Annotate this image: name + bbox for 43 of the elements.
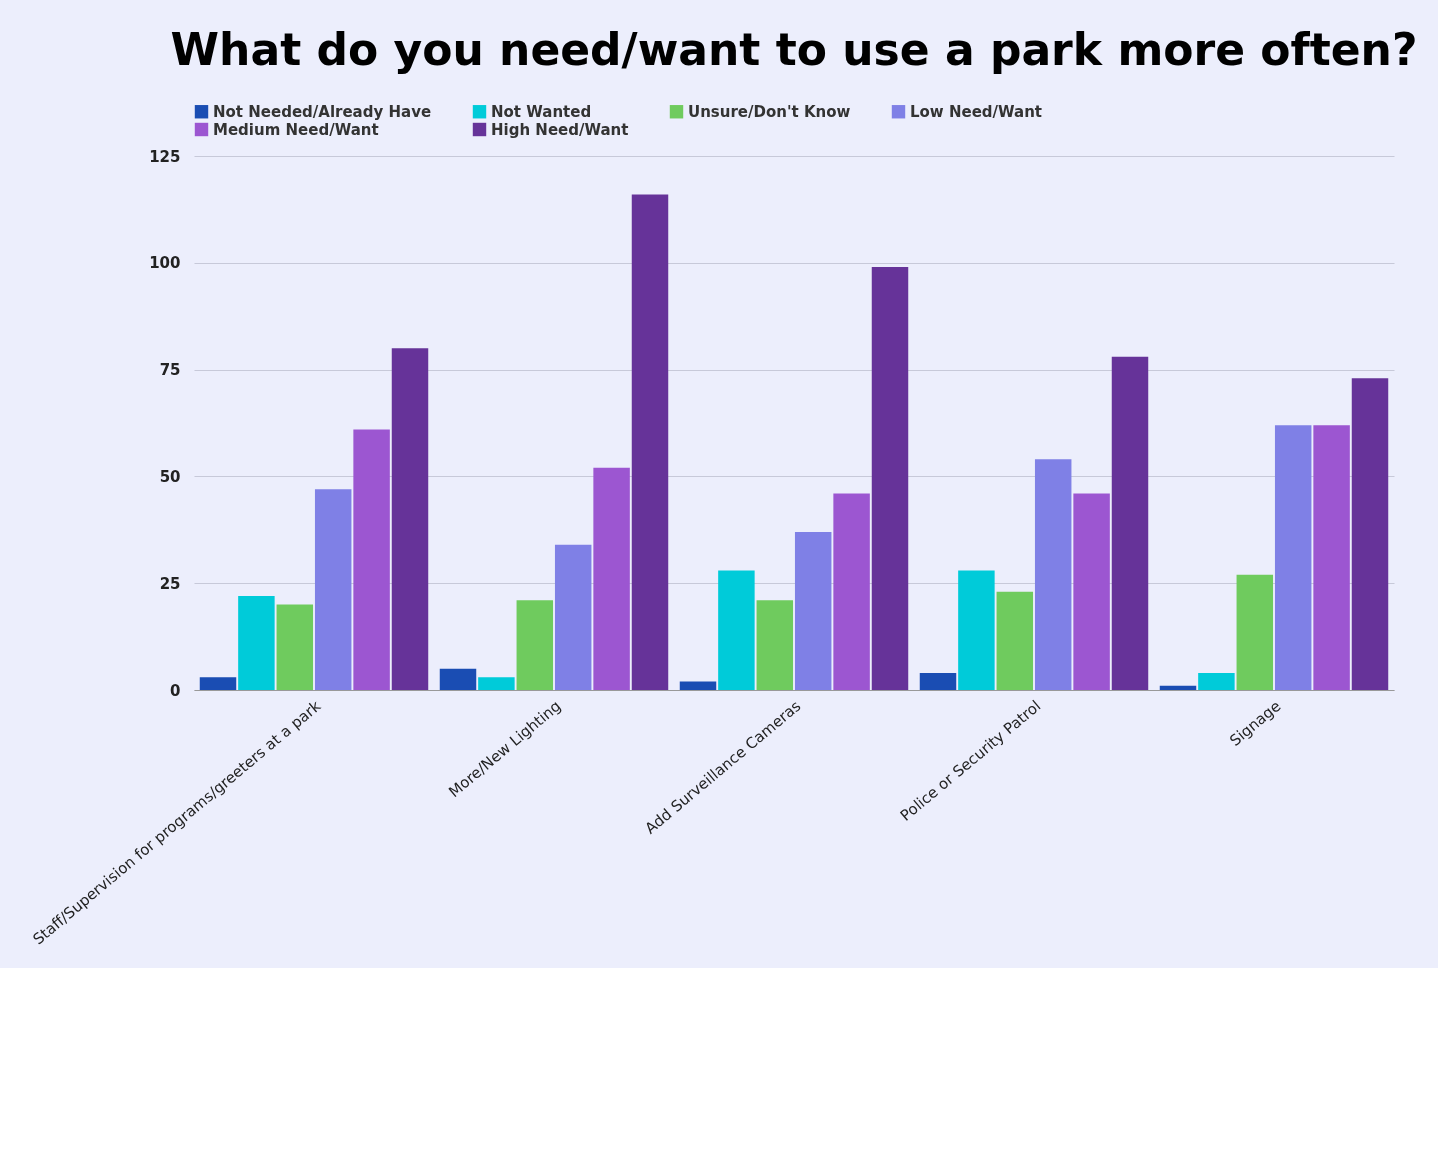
bar xyxy=(238,596,275,690)
bar xyxy=(199,677,237,690)
bar xyxy=(718,570,755,690)
bar xyxy=(353,429,390,690)
bar xyxy=(314,489,352,690)
bar xyxy=(1034,459,1072,690)
legend-label: Unsure/Don't Know xyxy=(688,102,851,121)
bar xyxy=(833,493,870,690)
legend-label: Not Needed/Already Have xyxy=(213,102,432,121)
legend-label: High Need/Want xyxy=(491,120,629,139)
bar xyxy=(756,600,794,690)
bar xyxy=(1236,574,1274,690)
bar xyxy=(478,677,515,690)
bar xyxy=(871,267,909,690)
bar xyxy=(1073,493,1110,690)
bar xyxy=(958,570,995,690)
legend-label: Not Wanted xyxy=(491,102,592,121)
bar xyxy=(593,467,630,690)
legend-label: Low Need/Want xyxy=(910,102,1043,121)
bar xyxy=(439,668,477,690)
bar xyxy=(1274,425,1312,690)
bar xyxy=(919,672,957,690)
bar xyxy=(391,348,429,690)
bar xyxy=(631,194,669,690)
bar xyxy=(679,681,717,690)
bar xyxy=(996,591,1034,690)
bar xyxy=(1198,672,1235,690)
bar xyxy=(1111,356,1149,690)
bar xyxy=(1313,425,1350,690)
bar xyxy=(1351,378,1389,690)
y-tick-label: 75 xyxy=(159,361,181,380)
bar xyxy=(276,604,314,690)
y-tick-label: 50 xyxy=(159,467,181,486)
y-tick-label: 125 xyxy=(149,147,181,166)
y-tick-label: 100 xyxy=(149,254,181,273)
bar xyxy=(1159,685,1197,690)
y-tick-label: 0 xyxy=(170,681,181,700)
legend-label: Medium Need/Want xyxy=(213,120,379,139)
bar xyxy=(554,544,592,690)
y-tick-label: 25 xyxy=(159,574,181,593)
bar xyxy=(516,600,554,690)
chart-title: What do you need/want to use a park more often? xyxy=(170,24,1418,75)
bar xyxy=(794,531,832,690)
